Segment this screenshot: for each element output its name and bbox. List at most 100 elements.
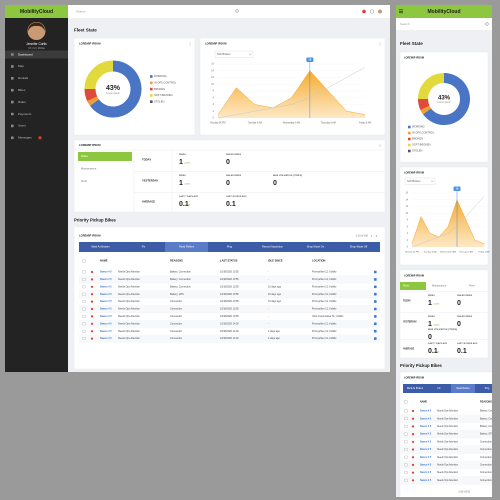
bike-name[interactable]: Sweco # 5 bbox=[100, 315, 112, 318]
nav-item[interactable]: Messages bbox=[18, 136, 32, 140]
toolbar-button-label[interactable]: Fix bbox=[437, 388, 441, 390]
settings-icon[interactable] bbox=[370, 9, 375, 14]
menu-dot[interactable] bbox=[379, 146, 381, 148]
edit-icon[interactable] bbox=[374, 278, 377, 281]
toolbar-button-label[interactable]: Fix bbox=[142, 245, 146, 249]
row-checkbox[interactable] bbox=[404, 409, 408, 413]
bike-name[interactable]: Sweco # 5 bbox=[420, 472, 432, 474]
bike-name[interactable]: Sweco # 5 bbox=[420, 480, 432, 482]
toolbar-button-label[interactable]: Mark As Broken bbox=[407, 387, 424, 390]
column-header[interactable]: REASONS bbox=[480, 401, 492, 404]
toolbar-button-label[interactable]: Read Rebles bbox=[456, 388, 470, 390]
row-checkbox[interactable] bbox=[404, 425, 408, 428]
toolbar-button[interactable] bbox=[122, 242, 165, 252]
bike-name[interactable]: Sweco # 5 bbox=[100, 330, 112, 333]
bike-name[interactable]: Sweco # 5 bbox=[100, 278, 112, 281]
edit-icon[interactable] bbox=[374, 315, 377, 318]
toolbar-button-label[interactable]: Read Rebles bbox=[179, 245, 195, 249]
menu-dot[interactable] bbox=[379, 44, 381, 46]
column-header[interactable]: IDLE SINCE bbox=[268, 259, 283, 263]
edit-icon[interactable] bbox=[374, 329, 377, 333]
column-header[interactable]: NAME bbox=[100, 259, 108, 263]
row-checkbox[interactable] bbox=[82, 322, 86, 326]
menu-dot[interactable] bbox=[189, 43, 191, 45]
nav-item[interactable]: Rentals bbox=[18, 76, 29, 80]
dropdown[interactable] bbox=[214, 50, 254, 58]
row-checkbox[interactable] bbox=[82, 329, 86, 333]
row-checkbox[interactable] bbox=[404, 471, 408, 474]
row-checkbox[interactable] bbox=[404, 448, 408, 451]
row-checkbox[interactable] bbox=[82, 307, 86, 311]
nav-item[interactable]: Map bbox=[18, 64, 24, 68]
edit-icon[interactable] bbox=[374, 285, 377, 289]
header-checkbox[interactable] bbox=[82, 259, 86, 263]
column-header[interactable]: NAME bbox=[420, 401, 427, 404]
row-checkbox[interactable] bbox=[82, 270, 86, 274]
row-checkbox[interactable] bbox=[82, 292, 86, 296]
column-header[interactable]: LOCATION bbox=[312, 259, 325, 263]
toolbar-button-label[interactable]: Ping bbox=[227, 245, 233, 249]
nav-item[interactable]: Users bbox=[18, 124, 26, 128]
edit-icon[interactable] bbox=[374, 270, 377, 274]
menu-dot[interactable] bbox=[379, 42, 381, 44]
column-header[interactable]: REASONS bbox=[170, 259, 183, 263]
toolbar-button[interactable] bbox=[294, 242, 337, 252]
bike-name[interactable]: Sweco # 5 bbox=[100, 322, 112, 325]
toolbar-button[interactable] bbox=[251, 242, 294, 252]
search-icon[interactable] bbox=[235, 9, 239, 13]
edit-icon[interactable] bbox=[374, 300, 377, 303]
bike-name[interactable]: Sweco # 5 bbox=[420, 434, 432, 436]
search-input[interactable]: Search bbox=[400, 22, 410, 26]
edit-icon[interactable] bbox=[374, 322, 377, 326]
menu-dot[interactable] bbox=[189, 44, 191, 46]
toolbar-button-label[interactable]: Shop Mode On bbox=[307, 245, 325, 249]
toolbar-button[interactable] bbox=[165, 242, 208, 252]
edit-icon[interactable] bbox=[374, 292, 377, 296]
row-checkbox[interactable] bbox=[404, 455, 408, 459]
tab[interactable]: Maintenance bbox=[432, 285, 447, 288]
nav-item[interactable]: Bikes bbox=[18, 88, 26, 92]
pager-next[interactable] bbox=[375, 234, 378, 238]
tab[interactable]: Fleet bbox=[469, 285, 475, 288]
toolbar-button[interactable] bbox=[79, 242, 122, 252]
profile-icon[interactable] bbox=[378, 9, 382, 14]
hamburger[interactable] bbox=[399, 12, 403, 14]
bike-name[interactable]: Sweco # 5 bbox=[420, 457, 432, 459]
toolbar-button[interactable] bbox=[403, 384, 427, 393]
notification-icon[interactable] bbox=[362, 9, 366, 14]
toolbar-button[interactable] bbox=[475, 384, 499, 393]
menu-dot[interactable] bbox=[379, 143, 381, 145]
row-checkbox[interactable] bbox=[404, 440, 408, 444]
bike-name[interactable]: Sweco # 5 bbox=[420, 411, 432, 413]
row-checkbox[interactable] bbox=[404, 463, 408, 467]
row-checkbox[interactable] bbox=[82, 315, 86, 318]
bike-name[interactable]: Sweco # 5 bbox=[100, 337, 112, 340]
nav-item[interactable]: Payments bbox=[18, 112, 32, 116]
toolbar-button[interactable] bbox=[208, 242, 251, 252]
bike-name[interactable]: Sweco # 5 bbox=[420, 418, 432, 420]
bike-name[interactable]: Sweco # 5 bbox=[100, 308, 112, 311]
bike-name[interactable]: Sweco # 5 bbox=[100, 271, 112, 274]
toolbar-button[interactable] bbox=[427, 384, 451, 393]
search-icon[interactable] bbox=[485, 22, 489, 26]
toolbar-button-label[interactable]: Mark As Broken bbox=[91, 245, 110, 249]
row-checkbox[interactable] bbox=[404, 432, 408, 436]
header-checkbox[interactable] bbox=[404, 400, 408, 404]
menu-dot[interactable] bbox=[189, 42, 191, 44]
hamburger[interactable] bbox=[399, 11, 403, 12]
bike-name[interactable]: Sweco # 5 bbox=[100, 293, 112, 296]
bike-name[interactable]: Sweco # 5 bbox=[420, 441, 432, 443]
row-checkbox[interactable] bbox=[82, 337, 86, 340]
edit-icon[interactable] bbox=[374, 307, 377, 311]
toolbar-button-label[interactable]: Record Inspection bbox=[262, 245, 283, 249]
tab[interactable]: Maintenance bbox=[81, 167, 97, 171]
bike-name[interactable]: Sweco # 5 bbox=[100, 300, 112, 303]
hamburger[interactable] bbox=[399, 9, 403, 11]
nav-item[interactable]: Dashboard bbox=[18, 52, 33, 56]
toolbar-button[interactable] bbox=[337, 242, 380, 252]
tab[interactable]: Fleet bbox=[81, 179, 87, 183]
tab[interactable]: Rides bbox=[403, 285, 410, 288]
bike-name[interactable]: Sweco # 5 bbox=[100, 285, 112, 288]
toolbar-button-label[interactable]: Ping bbox=[485, 388, 490, 390]
search-input[interactable]: Search bbox=[76, 9, 86, 13]
